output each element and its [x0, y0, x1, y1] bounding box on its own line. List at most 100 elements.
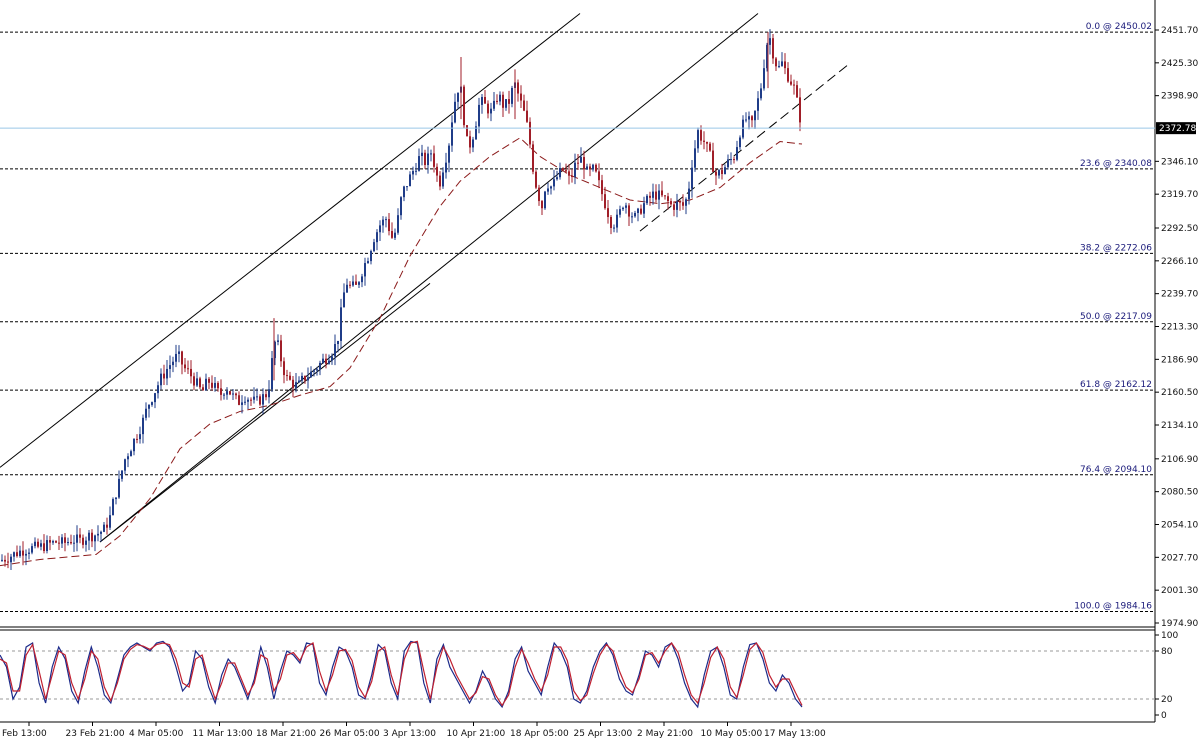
candle-body [496, 100, 498, 102]
channel-line[interactable] [99, 13, 759, 543]
candle-body [226, 391, 228, 395]
moving-average-line [0, 137, 803, 567]
candle-body [304, 375, 306, 381]
fibonacci-levels[interactable]: 0.0 @ 2450.02 23.6 @ 2340.08 38.2 @ 2272.0… [0, 22, 1155, 612]
candle-body [736, 147, 738, 160]
fib-level-label: 50.0 @ 2217.09 [1080, 312, 1152, 322]
candle-body [757, 98, 759, 111]
candle-body [97, 533, 99, 536]
candle-body [532, 144, 534, 172]
candle-body [640, 208, 642, 214]
candle-body [49, 540, 51, 543]
candle-body [337, 340, 339, 345]
candle-body [301, 375, 303, 381]
candle-body [589, 166, 591, 170]
candle-body [451, 122, 453, 146]
candle-body [112, 499, 114, 516]
candle-body [466, 125, 468, 137]
candle-body [799, 97, 801, 123]
candle-body [700, 130, 702, 141]
candle-body [31, 546, 33, 553]
candle-body [511, 87, 513, 104]
candle-body [649, 195, 651, 198]
candle-body [172, 361, 174, 366]
candle-body [223, 394, 225, 396]
candle-body [580, 157, 582, 163]
candle-body [691, 167, 693, 189]
channel-line[interactable] [0, 13, 581, 468]
candle-body [169, 365, 171, 369]
candle-body [346, 284, 348, 293]
candle-body [34, 541, 36, 547]
candle-body [58, 542, 60, 544]
candle-body [403, 186, 405, 198]
candle-body [310, 371, 312, 378]
candle-body [502, 94, 504, 108]
candle-body [355, 281, 357, 285]
candle-body [100, 531, 102, 534]
candle-body [625, 205, 627, 208]
candle-body [412, 171, 414, 175]
candle-body [529, 121, 531, 145]
candle-body [307, 377, 309, 381]
candle-body [523, 100, 525, 111]
y-tick-label: 2266.10 [1161, 257, 1198, 267]
stochastic-panel: 100 80 20 0 [0, 631, 1178, 721]
x-tick-label: 18 Apr 05:00 [510, 729, 569, 739]
candle-body [106, 524, 108, 528]
candle-body [253, 396, 255, 400]
y-tick-label: 2001.30 [1161, 586, 1198, 596]
candle-body [487, 103, 489, 114]
candle-body [178, 351, 180, 354]
candle-body [235, 393, 237, 396]
candle-body [181, 351, 183, 365]
candle-body [499, 94, 501, 102]
candle-body [1, 559, 3, 561]
candle-body [490, 108, 492, 114]
candle-body [445, 162, 447, 173]
candle-body [283, 361, 285, 376]
candle-body [775, 58, 777, 67]
candle-body [610, 217, 612, 228]
price-panel-grid [0, 0, 1156, 723]
current-price-line-layer: 2372.78 [0, 122, 1196, 135]
candle-body [352, 281, 354, 286]
candle-body [763, 68, 765, 89]
candle-body [373, 242, 375, 252]
candle-body [787, 68, 789, 82]
candle-body [439, 175, 441, 187]
candle-body [421, 152, 423, 157]
candle-body [541, 201, 543, 209]
candle-body [28, 552, 30, 554]
candle-body [427, 153, 429, 166]
candle-body [388, 219, 390, 232]
candle-body [457, 92, 459, 102]
fib-level-label: 61.8 @ 2162.12 [1080, 380, 1152, 390]
y-tick-label: 1974.90 [1161, 619, 1198, 629]
candle-body [652, 191, 654, 198]
candle-body [493, 100, 495, 109]
time-axis[interactable]: Feb 13:00 23 Feb 21:00 4 Mar 05:00 11 Mar 1… [2, 722, 826, 739]
candle-body [718, 170, 720, 176]
candlestick-series [1, 29, 801, 570]
candle-body [208, 378, 210, 383]
x-tick-label: 10 May 05:00 [701, 729, 763, 739]
candle-body [328, 360, 330, 364]
x-tick-label: 17 May 13:00 [764, 729, 826, 739]
candle-body [535, 171, 537, 188]
candle-body [406, 186, 408, 188]
candle-body [76, 534, 78, 543]
candle-body [574, 162, 576, 177]
y-tick-label: 2239.70 [1161, 290, 1198, 300]
price-axis[interactable]: 2451.70 2425.30 2398.90 2346.10 2319.70 2292.… [1155, 26, 1198, 629]
y-tick-label: 2027.70 [1161, 553, 1198, 563]
y-tick-label: 2106.90 [1161, 455, 1198, 465]
candle-body [340, 307, 342, 341]
candle-body [46, 540, 48, 551]
candle-body [259, 396, 261, 405]
candle-body [382, 219, 384, 226]
candle-body [367, 261, 369, 264]
candle-body [724, 167, 726, 175]
